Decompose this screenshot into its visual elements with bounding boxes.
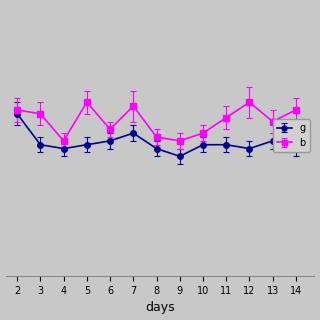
X-axis label: days: days bbox=[145, 301, 175, 315]
Legend: g, b: g, b bbox=[273, 119, 309, 152]
